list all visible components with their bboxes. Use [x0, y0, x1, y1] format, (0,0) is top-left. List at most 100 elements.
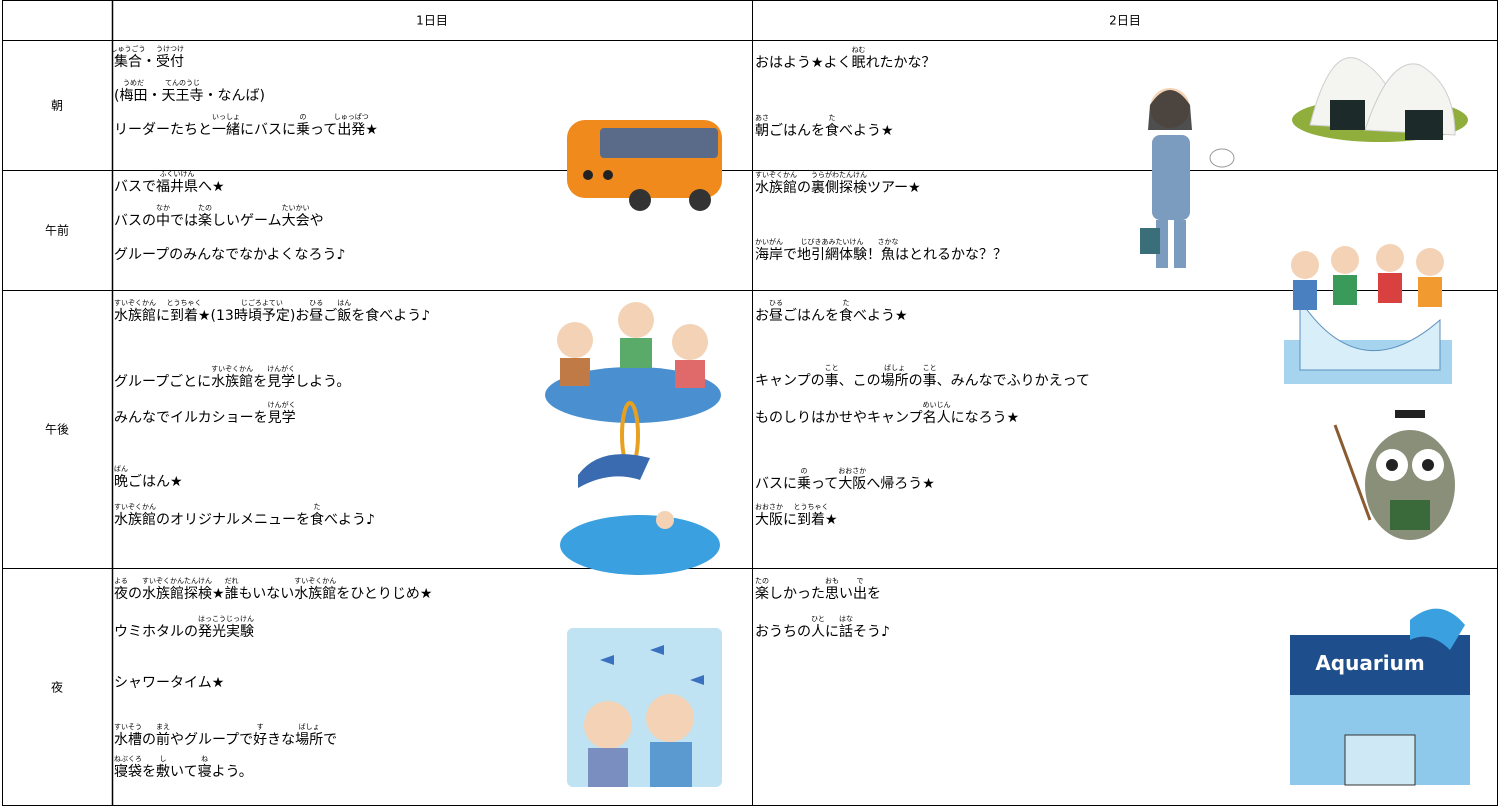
ruby-reading: すいぞくかんたんけん [142, 577, 212, 585]
ruby-reading: うめだ [122, 79, 144, 87]
schedule-line: リーダーたちと一緒 いっしょ にバスに乗のって出発 しゅっぱつ ★ [114, 113, 378, 139]
schedule-line: おはよう★よく眠 ねむ れたかな？ [755, 46, 936, 72]
ruby-reading: おおさか [838, 467, 867, 475]
text: をひとりじめ★ [336, 586, 433, 602]
text: しいゲーム [212, 213, 282, 229]
ruby-base: 出発 しゅっぱつ [334, 113, 369, 139]
schedule-line: ウミホタルの発光実験 はっこうじっけん [114, 615, 254, 641]
text: を [253, 374, 268, 390]
text: ・なんば) [203, 88, 265, 104]
ruby-reading: めいじん [922, 401, 951, 409]
ruby-base: 事こと [825, 364, 839, 390]
ruby-base: 人ひと [811, 615, 825, 641]
text: みんなでイルカショーを [114, 410, 268, 426]
ruby-base: 寝ね [198, 755, 212, 781]
text: ★ [365, 122, 378, 138]
schedule-line: ものしりはかせやキャンプ名人 めいじん になろう★ [755, 401, 1019, 427]
ruby-reading: し [159, 755, 167, 763]
schedule-line: 水族館 すいぞくかん に到着 とうちゃく ★(13時頃予定 じごろよてい)お昼 ひる ご飯 はん… [114, 299, 431, 325]
ruby-base: 到着 とうちゃく [794, 503, 829, 529]
ruby-reading: すいぞくかん [211, 365, 254, 373]
text: に [825, 624, 839, 640]
schedule-line: 水槽 すいそう の前 まえ やグループで好すきな場所 ばしょで [114, 723, 337, 749]
ruby-reading: た [828, 114, 836, 122]
ruby-reading: なか [156, 204, 170, 212]
ruby-base: 水族館 すいぞくかん [211, 365, 253, 391]
text: ウミホタルの [114, 624, 198, 640]
ruby-reading: うけつけ [156, 45, 184, 53]
ruby-reading: よる [114, 577, 128, 585]
text: の [797, 180, 811, 196]
text: を食べよう♪ [351, 308, 431, 324]
text: リーダーたちと [114, 122, 212, 138]
text: ・ [142, 54, 156, 70]
text: きな [267, 732, 296, 748]
ruby-base: 話はな [839, 615, 853, 641]
schedule-line: 水族館 すいぞくかん のオリジナルメニューを食たべよう♪ [114, 503, 375, 529]
text: しよう。 [295, 374, 351, 390]
text: って [310, 122, 338, 138]
ruby-base: 発光実験 はっこうじっけん [198, 615, 254, 641]
row-label: 朝 [50, 98, 64, 113]
row-label: 夜 [50, 680, 64, 695]
text: ごはんを [769, 123, 825, 139]
schedule-line: 楽たの しかった思 おも い出でを [755, 577, 881, 603]
ruby-base: 海岸 かいがん [755, 238, 783, 264]
ruby-base: 地引網体験 じびきあみたいけん [797, 238, 867, 264]
ruby-base: 水族館 すいぞくかん [114, 299, 156, 325]
ruby-reading: いっしょ [212, 113, 240, 121]
ruby-reading: すいぞくかん [114, 299, 156, 307]
ruby-base: 福井県 ふくいけん [156, 170, 198, 196]
aquarium-tank-illustration [567, 628, 722, 787]
ruby-reading: かいがん [755, 238, 783, 246]
text: の [142, 732, 156, 748]
ruby-reading: たの [198, 204, 212, 212]
ruby-base: 名人 めいじん [923, 401, 951, 427]
ruby-reading: で [856, 577, 864, 585]
ruby-reading: こと [824, 364, 839, 372]
text: おはよう★よく [755, 55, 852, 71]
text: グループごとに [114, 374, 212, 390]
schedule-line: 海岸 かいがん で地引網体験 じびきあみたいけん ！魚 さかな はとれるかな？？ [755, 238, 1007, 264]
ruby-base: 場所 ばしょ [295, 723, 323, 749]
row-label: 午前 [44, 223, 70, 238]
text: のオリジナルメニューを [156, 512, 310, 528]
ruby-reading: けんがく [267, 365, 296, 373]
text: シャワータイム★ [114, 675, 225, 691]
schedule-line: おうちの人 ひと に話 はな そう♪ [755, 615, 890, 641]
ruby-reading: ばしょ [298, 723, 320, 731]
ruby-base: 食た [825, 114, 839, 140]
ruby-base: 大会 たいかい [282, 204, 310, 230]
schedule-line: バスの中 なか では楽 たの しいゲーム大会 たいかいや [114, 204, 324, 230]
ruby-base: 寝袋 ねぶくろ [114, 755, 142, 781]
text: ごはん★ [128, 474, 183, 490]
text: や [309, 213, 324, 229]
text: バスで [114, 179, 156, 195]
row-label: 午後 [44, 422, 70, 437]
ruby-reading: じごろよてい [240, 299, 283, 307]
ruby-base: 前まえ [156, 723, 170, 749]
text: )お [289, 308, 310, 324]
ruby-base: 到着 とうちゃく [167, 299, 202, 325]
text: キャンプの [755, 373, 825, 389]
text: ごはんを [783, 308, 839, 324]
dolphin-show-illustration [560, 401, 720, 575]
text: べよう♪ [324, 512, 375, 528]
ruby-reading: おおさか [755, 503, 783, 511]
schedule-line: バスで福井県 ふくいけん へ★ [114, 170, 225, 196]
ruby-reading: てんのうじ [164, 79, 200, 87]
text: の [128, 586, 142, 602]
ruby-base: 見学 けんがく [267, 365, 295, 391]
schedule-line: グループのみんなでなかよくなろう♪ [114, 246, 345, 264]
text: に [783, 512, 797, 528]
schedule-line: 夜よる の水族館探検 すいぞくかんたんけん ★誰 だれ もいない水族館 すいぞくかん をひとり… [114, 577, 433, 603]
ruby-reading: じびきあみたいけん [800, 238, 864, 246]
text: ・ [147, 88, 162, 104]
text: を [142, 764, 156, 780]
text: では [170, 213, 198, 229]
text: ( [114, 88, 120, 104]
day-header: 2日目 [1109, 13, 1141, 28]
schedule-line: 晩ばん ごはん★ [114, 465, 183, 491]
ruby-base: 誰だれ [225, 577, 239, 603]
